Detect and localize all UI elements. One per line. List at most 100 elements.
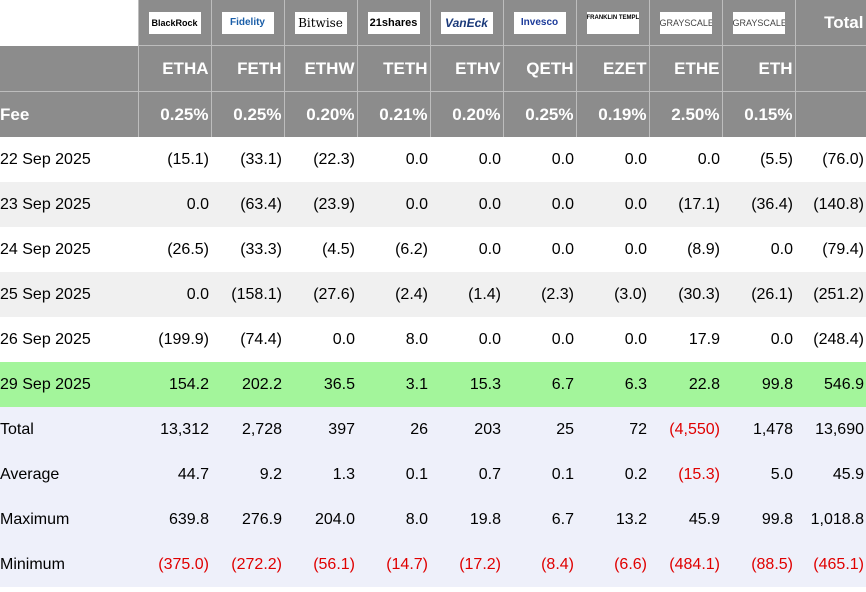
issuer-logo-row: BlackRock Fidelity Bitwise 21shares VanEck In… — [0, 0, 866, 46]
stat-value: 45.9 — [649, 497, 722, 542]
stat-value: 25 — [503, 407, 576, 452]
flow-value: (26.5) — [138, 227, 211, 272]
table-row: 23 Sep 2025 0.0 (63.4) (23.9) 0.0 0.0 0.0 0.0 (1… — [0, 182, 866, 227]
table-row: 26 Sep 2025 (199.9) (74.4) 0.0 8.0 0.0 0.0 0.0 1… — [0, 317, 866, 362]
total-header: Total — [795, 0, 866, 46]
flow-value: (5.5) — [722, 137, 795, 182]
flow-value: (23.9) — [284, 182, 357, 227]
21shares-logo: 21shares — [367, 11, 420, 34]
row-date: 26 Sep 2025 — [0, 317, 138, 362]
stat-value: 8.0 — [357, 497, 430, 542]
flow-value: (6.2) — [357, 227, 430, 272]
stat-value: (272.2) — [211, 542, 284, 587]
issuer-logo-cell: BlackRock — [138, 0, 212, 46]
fee-value: 0.25% — [211, 91, 285, 137]
row-date: 23 Sep 2025 — [0, 182, 138, 227]
flow-value: (74.4) — [211, 317, 284, 362]
flow-value: 8.0 — [357, 317, 430, 362]
fee-value: 0.15% — [722, 91, 796, 137]
fidelity-logo: Fidelity — [221, 11, 274, 34]
stat-value: (465.1) — [795, 542, 866, 587]
ticker-ethw: ETHW — [284, 45, 358, 92]
stat-value: 13.2 — [576, 497, 649, 542]
flow-value: 3.1 — [357, 362, 430, 407]
stat-value: 45.9 — [795, 452, 866, 497]
fee-label: Fee — [0, 91, 138, 137]
table-row: 25 Sep 2025 0.0 (158.1) (27.6) (2.4) (1.4) (2.… — [0, 272, 866, 317]
flow-value: 0.0 — [503, 317, 576, 362]
flow-value: 154.2 — [138, 362, 211, 407]
stat-value: 1,478 — [722, 407, 795, 452]
flow-value: (2.4) — [357, 272, 430, 317]
issuer-logo-cell: 21shares — [357, 0, 431, 46]
fee-value: 0.21% — [357, 91, 431, 137]
stat-value: 1,018.8 — [795, 497, 866, 542]
issuer-logo-cell: Fidelity — [211, 0, 285, 46]
stat-value: (484.1) — [649, 542, 722, 587]
flow-value: (26.1) — [722, 272, 795, 317]
stat-value: (375.0) — [138, 542, 211, 587]
table-row: 22 Sep 2025 (15.1) (33.1) (22.3) 0.0 0.0 0.0 0.… — [0, 137, 866, 182]
flow-value: (36.4) — [722, 182, 795, 227]
flow-value: (33.1) — [211, 137, 284, 182]
stat-value: 9.2 — [211, 452, 284, 497]
flow-value: (8.9) — [649, 227, 722, 272]
flow-value: 0.0 — [576, 317, 649, 362]
stat-value: 639.8 — [138, 497, 211, 542]
stat-value: (14.7) — [357, 542, 430, 587]
stat-row: Minimum (375.0) (272.2) (56.1) (14.7) (17.2)(… — [0, 542, 866, 587]
ticker-eth: ETH — [722, 45, 796, 92]
fee-value: 0.20% — [284, 91, 358, 137]
stat-value: 0.7 — [430, 452, 503, 497]
ticker-etha: ETHA — [137, 45, 212, 92]
bitwise-logo: Bitwise — [294, 11, 347, 34]
corner-cell — [0, 0, 139, 46]
flow-value: 546.9 — [795, 362, 866, 407]
stat-value: 204.0 — [284, 497, 357, 542]
daily-flows-body: 22 Sep 2025 (15.1) (33.1) (22.3) 0.0 0.0 0.0 0.… — [0, 137, 866, 407]
issuer-logo-cell: Bitwise — [284, 0, 358, 46]
stat-value: 203 — [430, 407, 503, 452]
flow-value: 0.0 — [649, 137, 722, 182]
flow-value: (4.5) — [284, 227, 357, 272]
stat-value: 44.7 — [138, 452, 211, 497]
flow-value: 0.0 — [503, 137, 576, 182]
issuer-logo-cell: GRAYSCALE — [649, 0, 723, 46]
issuer-logo-cell: GRAYSCALE — [722, 0, 796, 46]
flow-value: (30.3) — [649, 272, 722, 317]
flow-value: (158.1) — [211, 272, 284, 317]
stat-value: 99.8 — [722, 497, 795, 542]
ticker-ethv: ETHV — [430, 45, 504, 92]
stat-value: 276.9 — [211, 497, 284, 542]
flow-value: (251.2) — [795, 272, 866, 317]
row-date: 25 Sep 2025 — [0, 272, 138, 317]
flow-value: 22.8 — [649, 362, 722, 407]
ticker-ezet: EZET — [576, 45, 650, 92]
summary-stats-body: Total 13,312 2,728 397 26 203 25 72 (4,550) 1,478… — [0, 407, 866, 587]
fee-total-cell — [795, 91, 866, 137]
flow-value: 0.0 — [138, 182, 211, 227]
stat-value: 19.8 — [430, 497, 503, 542]
stat-value: 0.2 — [576, 452, 649, 497]
flow-value: 6.7 — [503, 362, 576, 407]
flow-value: 0.0 — [503, 182, 576, 227]
flow-value: 0.0 — [357, 137, 430, 182]
flow-value: (2.3) — [503, 272, 576, 317]
stat-label: Total — [0, 407, 138, 452]
fee-value: 2.50% — [649, 91, 723, 137]
flow-value: (140.8) — [795, 182, 866, 227]
fee-value: 0.25% — [503, 91, 577, 137]
stat-value: 6.7 — [503, 497, 576, 542]
flow-value: 0.0 — [722, 227, 795, 272]
flow-value: (22.3) — [284, 137, 357, 182]
flow-value: (3.0) — [576, 272, 649, 317]
flow-value: (248.4) — [795, 317, 866, 362]
stat-row: Maximum 639.8 276.9 204.0 8.0 19.8 6.7 13.2 45.9… — [0, 497, 866, 542]
stat-value: 0.1 — [503, 452, 576, 497]
invesco-logo: Invesco — [513, 11, 566, 34]
stat-value: 2,728 — [211, 407, 284, 452]
stat-value: (6.6) — [576, 542, 649, 587]
grayscale-mini-logo: GRAYSCALE — [732, 11, 785, 34]
stat-value: (15.3) — [649, 452, 722, 497]
